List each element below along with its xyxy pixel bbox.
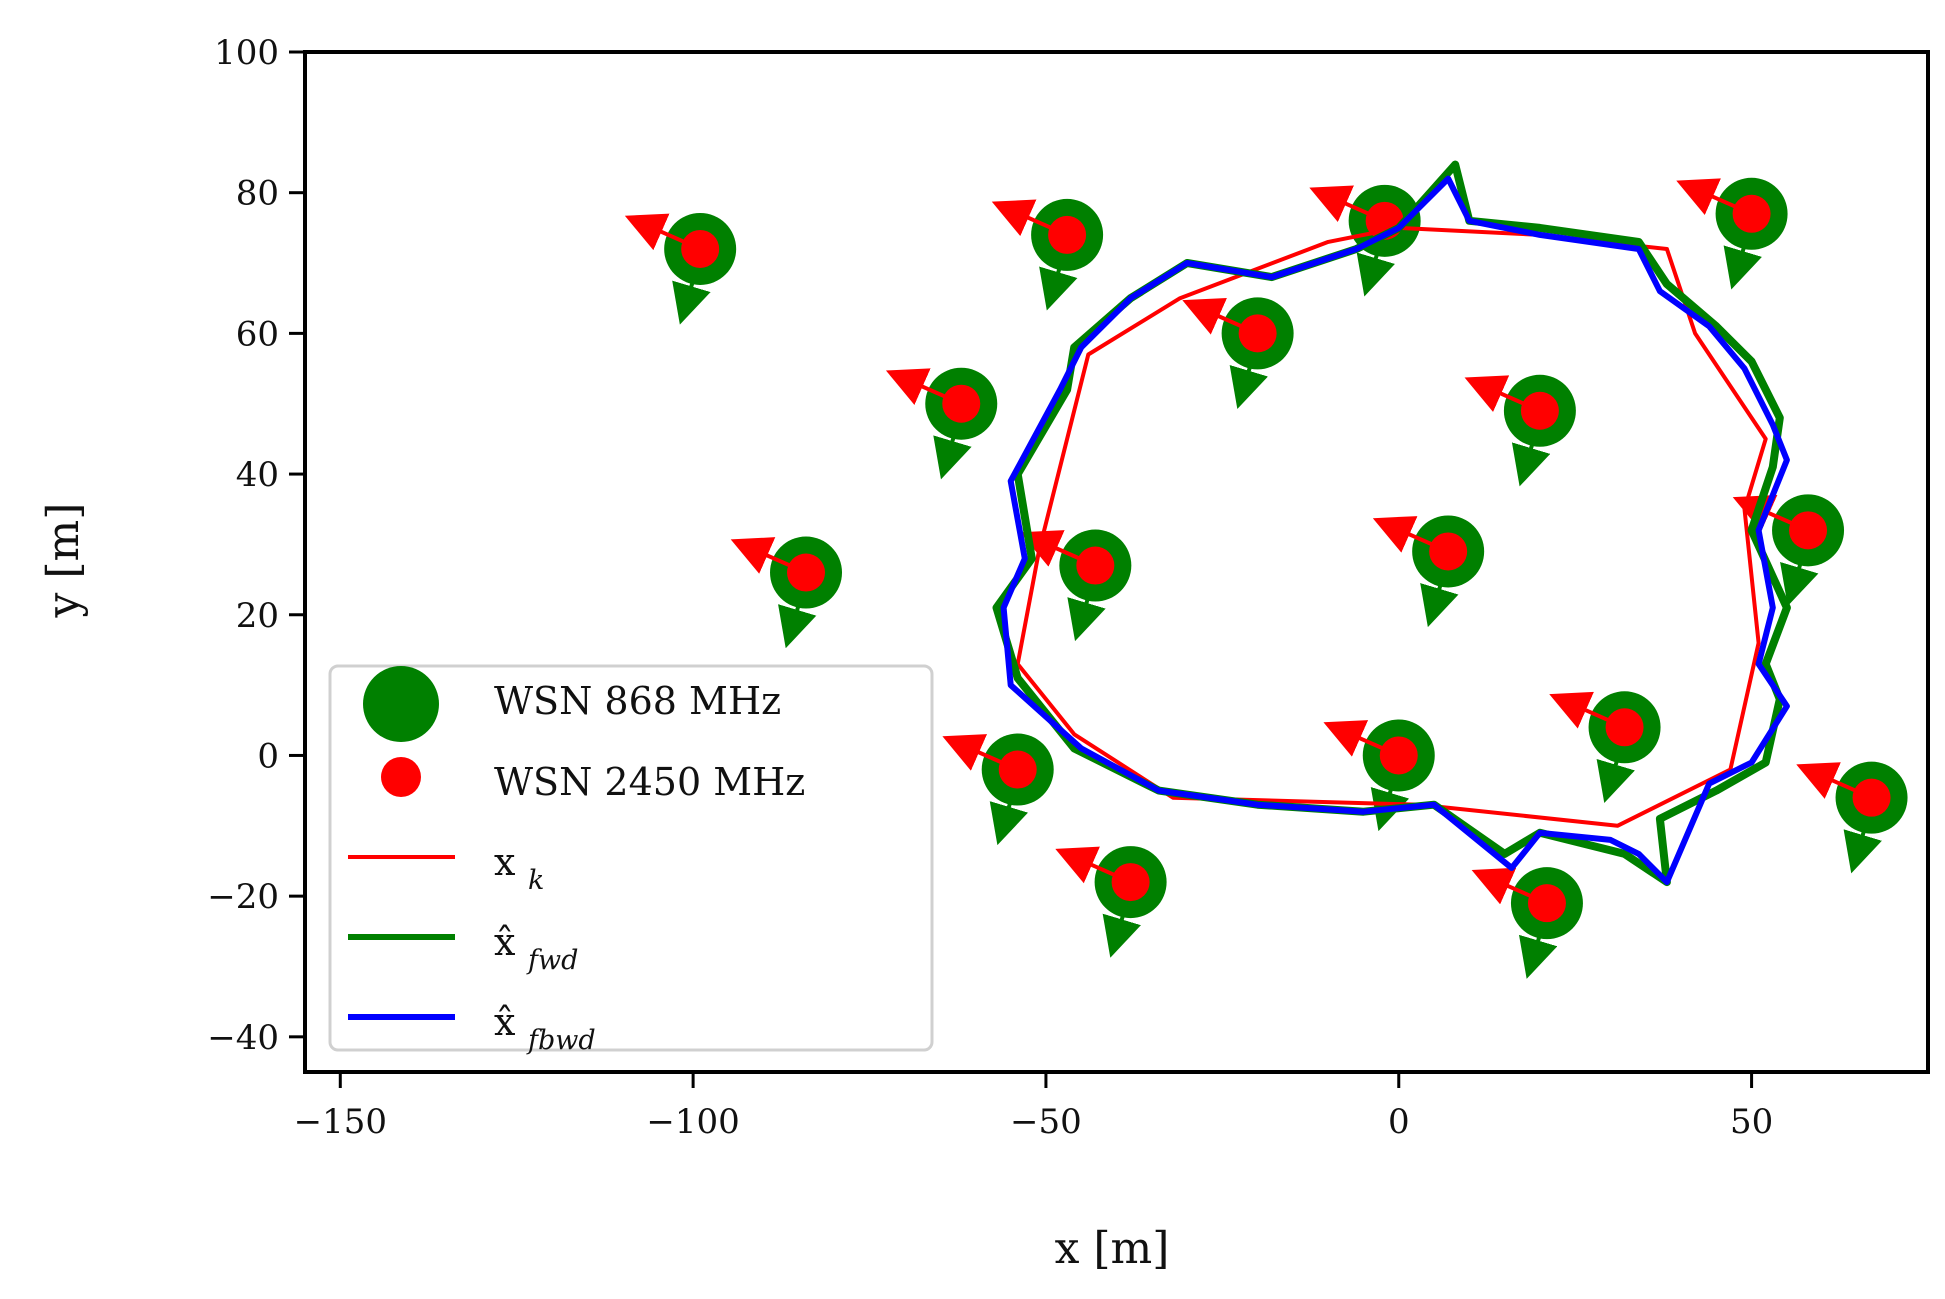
- y-axis-label: y [m]: [38, 503, 89, 619]
- legend-label: x̂: [494, 1000, 515, 1044]
- anchor-orientation-2450: [1323, 720, 1400, 758]
- anchor-orientation-2450: [730, 537, 807, 575]
- y-tick-label: 60: [236, 314, 279, 354]
- legend-subscript: fbwd: [526, 1025, 596, 1056]
- anchor-orientation-2450: [1676, 178, 1753, 216]
- anchor-orientation-2450: [942, 734, 1019, 772]
- legend-wsn2450-marker: [381, 757, 421, 797]
- y-tick-label: 0: [257, 736, 279, 776]
- anchor-orientation-2450: [1055, 846, 1132, 884]
- y-tick-label: −40: [207, 1018, 279, 1058]
- y-tick-label: 40: [236, 455, 279, 495]
- anchor-orientation-2450: [1182, 297, 1259, 336]
- legend-label: x: [494, 840, 515, 884]
- anchor-orientation-2450: [1471, 867, 1548, 906]
- anchor-orientation-2450: [1309, 185, 1386, 223]
- x-tick-label: −50: [1010, 1102, 1082, 1142]
- y-tick-label: 20: [236, 596, 279, 636]
- y-tick-label: 80: [236, 174, 279, 214]
- forward-backward-series-line: [1000, 175, 1790, 886]
- legend-subscript: k: [528, 865, 544, 896]
- anchor-orientation-2450: [1732, 494, 1809, 533]
- y-tick-label: 100: [214, 33, 279, 73]
- legend-label: WSN 868 MHz: [494, 679, 781, 723]
- x-tick-label: −150: [294, 1102, 387, 1142]
- anchor-2450-marker: [998, 750, 1037, 789]
- anchor-orientation-2450: [1372, 516, 1449, 554]
- legend-subscript: fwd: [526, 945, 578, 976]
- anchor-orientation-2450: [1796, 762, 1873, 800]
- x-axis-label: x [m]: [1055, 1223, 1170, 1274]
- truth-series-line: [1015, 225, 1768, 828]
- anchor-orientation-2450: [624, 213, 701, 251]
- legend-label: x̂: [494, 920, 515, 964]
- anchor-orientation-2450: [1020, 530, 1097, 568]
- plot-group: [624, 160, 1908, 979]
- legend-frame: [328, 664, 934, 1052]
- anchor-orientation-2450: [1549, 691, 1626, 730]
- anchor-orientation-2450: [1464, 375, 1541, 413]
- legend-label: WSN 2450 MHz: [494, 760, 805, 804]
- anchor-orientation-2450: [991, 199, 1068, 237]
- anchor-orientation-2450: [885, 368, 963, 406]
- x-tick-label: 50: [1730, 1102, 1773, 1142]
- x-tick-label: −100: [646, 1102, 739, 1142]
- y-tick-label: −20: [207, 877, 279, 917]
- legend-wsn868-marker: [363, 666, 439, 742]
- x-tick-label: 0: [1388, 1102, 1410, 1142]
- legend: WSN 868 MHz WSN 2450 MHz x k x̂ fwd x̂ fbwd: [328, 664, 934, 1056]
